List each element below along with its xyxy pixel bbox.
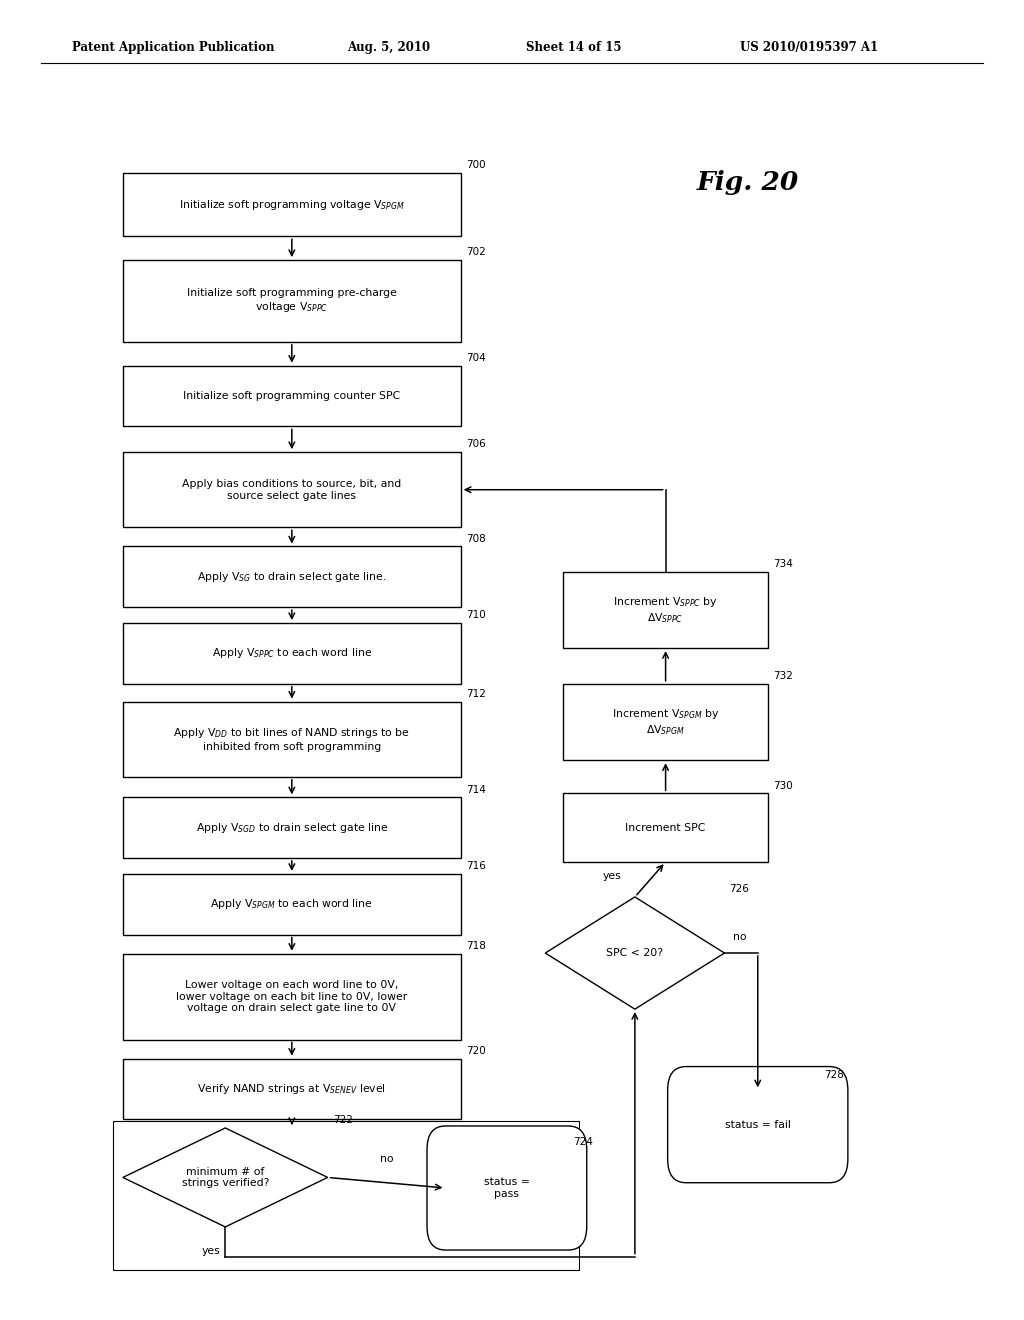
Text: 700: 700 [466, 160, 485, 170]
Text: Increment V$_{SPGM}$ by
$\Delta$V$_{SPGM}$: Increment V$_{SPGM}$ by $\Delta$V$_{SPGM… [612, 708, 719, 737]
Text: 732: 732 [773, 671, 793, 681]
Text: SPC < 20?: SPC < 20? [606, 948, 664, 958]
Text: Increment V$_{SPPC}$ by
$\Delta$V$_{SPPC}$: Increment V$_{SPPC}$ by $\Delta$V$_{SPPC… [613, 595, 718, 624]
Text: Apply V$_{SPPC}$ to each word line: Apply V$_{SPPC}$ to each word line [212, 647, 372, 660]
Text: 726: 726 [729, 884, 750, 895]
FancyBboxPatch shape [123, 366, 461, 426]
Text: Initialize soft programming pre-charge
voltage V$_{SPPC}$: Initialize soft programming pre-charge v… [187, 288, 396, 314]
Text: 724: 724 [573, 1137, 593, 1147]
FancyBboxPatch shape [123, 623, 461, 684]
Text: Apply V$_{SPGM}$ to each word line: Apply V$_{SPGM}$ to each word line [210, 898, 374, 911]
Text: Fig. 20: Fig. 20 [696, 170, 799, 194]
FancyBboxPatch shape [668, 1067, 848, 1183]
FancyBboxPatch shape [123, 953, 461, 1040]
Text: status =
pass: status = pass [484, 1177, 529, 1199]
FancyBboxPatch shape [123, 260, 461, 342]
FancyBboxPatch shape [123, 173, 461, 236]
Text: Patent Application Publication: Patent Application Publication [72, 41, 274, 54]
Text: 702: 702 [466, 247, 485, 257]
Text: Initialize soft programming counter SPC: Initialize soft programming counter SPC [183, 391, 400, 401]
Text: 714: 714 [466, 784, 485, 795]
Text: US 2010/0195397 A1: US 2010/0195397 A1 [740, 41, 878, 54]
Text: yes: yes [603, 871, 622, 882]
Text: 716: 716 [466, 861, 485, 871]
Text: no: no [380, 1154, 393, 1164]
Text: Sheet 14 of 15: Sheet 14 of 15 [525, 41, 622, 54]
Text: Verify NAND strings at V$_{SENEV}$ level: Verify NAND strings at V$_{SENEV}$ level [198, 1082, 386, 1096]
Polygon shape [545, 898, 725, 1008]
Text: Aug. 5, 2010: Aug. 5, 2010 [347, 41, 431, 54]
FancyBboxPatch shape [123, 797, 461, 858]
Text: Apply V$_{SGD}$ to drain select gate line: Apply V$_{SGD}$ to drain select gate lin… [196, 821, 388, 834]
Text: 730: 730 [773, 780, 793, 791]
Text: 712: 712 [466, 689, 485, 700]
Text: 728: 728 [824, 1069, 844, 1080]
Text: Apply V$_{DD}$ to bit lines of NAND strings to be
inhibited from soft programmin: Apply V$_{DD}$ to bit lines of NAND stri… [173, 726, 411, 752]
Text: 722: 722 [333, 1115, 352, 1125]
Text: no: no [733, 932, 746, 942]
Text: Apply bias conditions to source, bit, and
source select gate lines: Apply bias conditions to source, bit, an… [182, 479, 401, 500]
Text: 706: 706 [466, 440, 485, 449]
Text: 710: 710 [466, 610, 485, 620]
FancyBboxPatch shape [123, 1059, 461, 1119]
Text: 720: 720 [466, 1045, 485, 1056]
FancyBboxPatch shape [123, 451, 461, 527]
Text: Initialize soft programming voltage V$_{SPGM}$: Initialize soft programming voltage V$_{… [179, 198, 404, 211]
Text: 718: 718 [466, 941, 485, 950]
Text: 708: 708 [466, 533, 485, 544]
FancyBboxPatch shape [563, 684, 768, 760]
Text: Apply V$_{SG}$ to drain select gate line.: Apply V$_{SG}$ to drain select gate line… [197, 570, 387, 583]
Text: Lower voltage on each word line to 0V,
lower voltage on each bit line to 0V, low: Lower voltage on each word line to 0V, l… [176, 979, 408, 1014]
Text: 734: 734 [773, 558, 793, 569]
Text: status = fail: status = fail [725, 1119, 791, 1130]
Polygon shape [123, 1127, 328, 1228]
FancyBboxPatch shape [563, 572, 768, 648]
Text: Increment SPC: Increment SPC [626, 822, 706, 833]
Text: minimum # of
strings verified?: minimum # of strings verified? [181, 1167, 269, 1188]
FancyBboxPatch shape [427, 1126, 587, 1250]
FancyBboxPatch shape [123, 546, 461, 607]
FancyBboxPatch shape [563, 793, 768, 862]
FancyBboxPatch shape [123, 702, 461, 776]
Text: 704: 704 [466, 352, 485, 363]
FancyBboxPatch shape [123, 874, 461, 935]
Text: yes: yes [202, 1246, 220, 1255]
